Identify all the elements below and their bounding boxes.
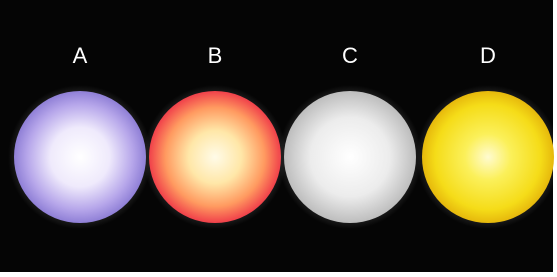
sphere-a [14,91,146,223]
sphere-c [284,91,416,223]
scene: A B C D [0,0,557,277]
label: A [73,43,88,68]
page: A B C D (() => { const data = JSON.parse… [0,0,557,277]
label: D [480,43,496,68]
sphere-b [149,91,281,223]
label: B [208,43,223,68]
label: C [342,43,358,68]
sphere-d [422,91,554,223]
